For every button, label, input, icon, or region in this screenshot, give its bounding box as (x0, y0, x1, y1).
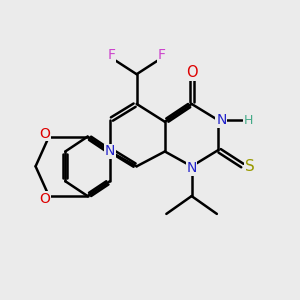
Text: H: H (243, 114, 253, 127)
Text: O: O (39, 127, 50, 141)
Text: F: F (158, 48, 166, 62)
Text: N: N (216, 113, 226, 127)
Text: N: N (105, 145, 115, 158)
Text: F: F (107, 48, 116, 62)
Text: O: O (186, 65, 197, 80)
Text: O: O (39, 192, 50, 206)
Text: N: N (186, 161, 197, 175)
Text: S: S (245, 159, 254, 174)
